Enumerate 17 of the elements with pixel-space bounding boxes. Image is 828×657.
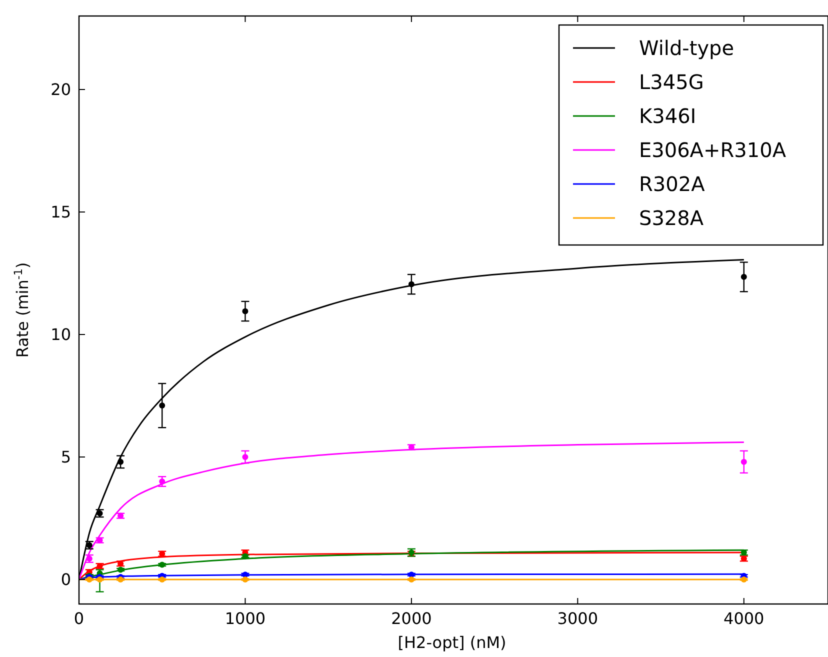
legend-label: K346I xyxy=(639,104,696,128)
y-tick-label: 20 xyxy=(50,80,71,100)
x-tick-label: 4000 xyxy=(724,609,764,628)
legend-label: R302A xyxy=(639,172,706,196)
y-tick-label: 15 xyxy=(50,202,71,222)
y-tick-label: 5 xyxy=(60,448,71,467)
x-axis-title: [H2-opt] (nM) xyxy=(398,633,506,652)
legend-label: S328A xyxy=(639,206,704,230)
x-tick-label: 0 xyxy=(74,609,84,628)
x-tick-label: 1000 xyxy=(224,609,266,628)
legend-label: L345G xyxy=(639,70,704,94)
y-tick-label: 10 xyxy=(50,325,71,344)
legend-label: Wild-type xyxy=(639,36,734,60)
x-tick-label: 3000 xyxy=(557,609,598,628)
x-tick-label: 2000 xyxy=(391,609,432,628)
y-tick-label: 0 xyxy=(60,570,71,590)
legend-label: E306A+R310A xyxy=(639,138,786,162)
